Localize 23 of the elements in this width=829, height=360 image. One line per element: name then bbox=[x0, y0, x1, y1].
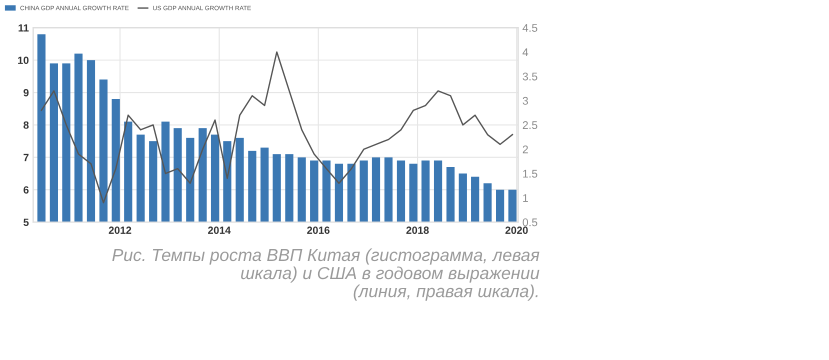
line-series bbox=[40, 51, 514, 204]
y-tick-label: 7 bbox=[24, 154, 29, 162]
y2-tick-label: 2 bbox=[522, 145, 528, 154]
y2-tick-label: 1 bbox=[523, 194, 528, 202]
y-tick-label: 6 bbox=[24, 186, 29, 194]
y-tick-label: 5 bbox=[24, 218, 29, 226]
y-tick-label: 10 bbox=[18, 56, 29, 64]
y2-tick-label: 1.5 bbox=[523, 170, 538, 178]
x-tick-label: 2012 bbox=[108, 226, 132, 234]
text: Рис. Темпы роста ВВП Китая (гистограмма, левая шкала) и США в годовом выражении (линия, правая шкала). bbox=[112, 248, 540, 301]
y2-tick-label: 3 bbox=[522, 96, 528, 105]
x-tick-label: 2020 bbox=[505, 226, 528, 234]
x-tick-label: 2018 bbox=[406, 226, 429, 234]
y-tick-label: 8 bbox=[24, 121, 29, 129]
y-tick-label: 11 bbox=[18, 24, 29, 32]
y-tick-label: 9 bbox=[24, 89, 29, 96]
y2-tick-label: 3.5 bbox=[522, 72, 538, 80]
x-tick-label: 2014 bbox=[208, 226, 231, 234]
y2-tick-label: 4.5 bbox=[522, 24, 538, 32]
y2-tick-label: 0.5 bbox=[522, 218, 538, 226]
x-tick-label: 2016 bbox=[307, 226, 330, 234]
y2-tick-label: 2.5 bbox=[522, 121, 538, 130]
y2-tick-label: 4 bbox=[522, 48, 528, 56]
